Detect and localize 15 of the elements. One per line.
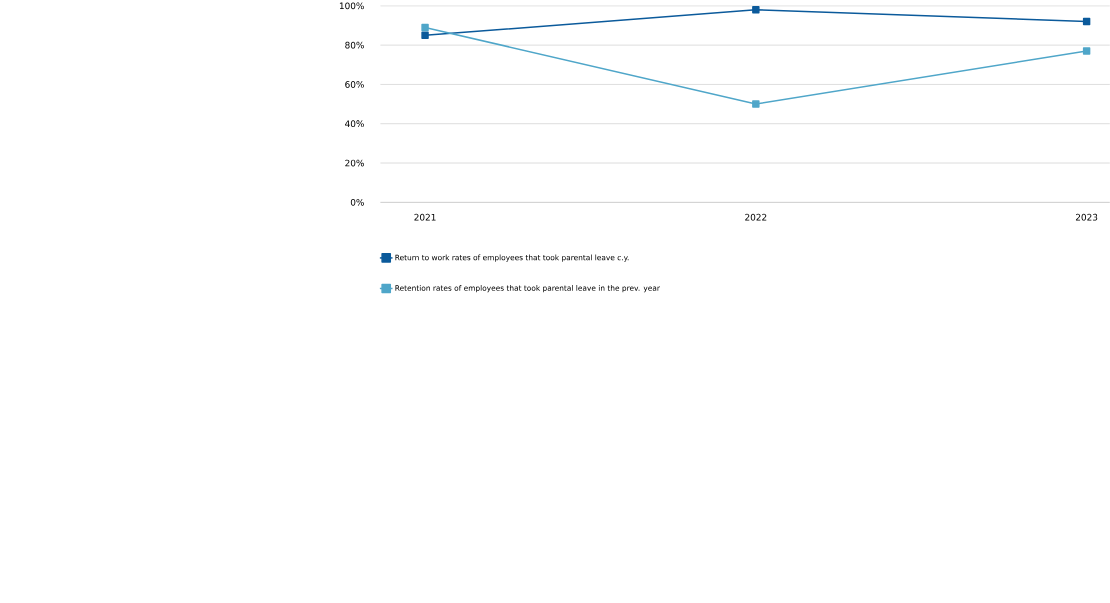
y-tick-label: 100% — [339, 2, 364, 10]
point — [752, 5, 760, 14]
x-tick-label: 2021 — [414, 213, 436, 221]
point — [752, 100, 760, 108]
y-tick-label: 80% — [345, 41, 364, 49]
y-tick-label: 60% — [345, 81, 364, 88]
y-tick-label: 20% — [345, 159, 364, 167]
x-tick-label: 2022 — [745, 213, 767, 221]
point — [421, 23, 429, 32]
y-tick-label: 0% — [350, 198, 364, 206]
x-tick-label: 2023 — [1075, 213, 1098, 221]
point — [1082, 17, 1091, 26]
point — [1082, 47, 1091, 55]
point — [421, 31, 429, 39]
y-tick-label: 40% — [345, 120, 364, 128]
